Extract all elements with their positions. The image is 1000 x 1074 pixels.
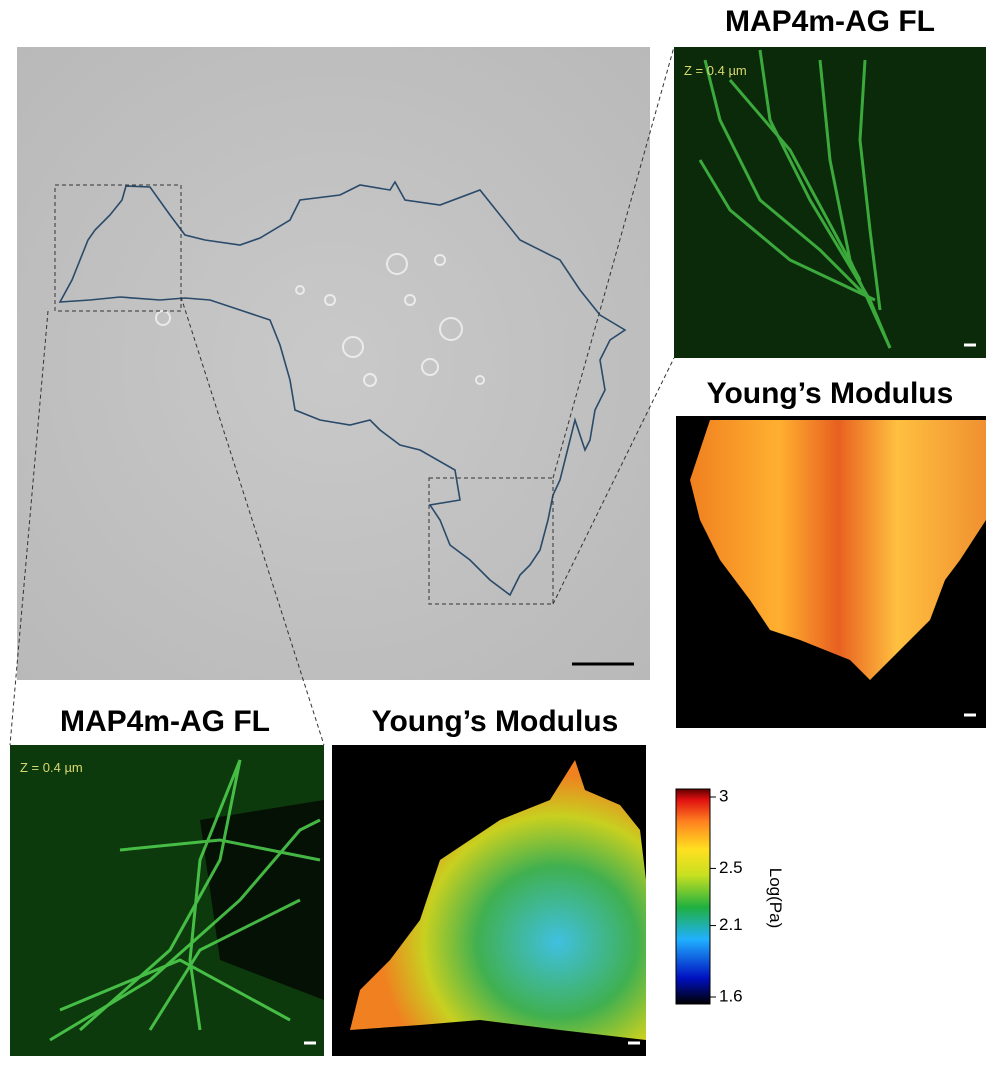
colorbar — [675, 788, 711, 1005]
panel-title: MAP4m-AG FL — [725, 5, 935, 38]
modulus-map — [690, 420, 986, 680]
dark-region — [200, 800, 324, 1000]
fluorescence-image — [674, 47, 986, 358]
vesicles — [155, 253, 485, 387]
microtubules — [49, 759, 321, 1042]
panel-title: Young’s Modulus — [372, 705, 619, 738]
zoom-boxes — [9, 46, 675, 746]
tick-label: 1.6 — [719, 986, 743, 1005]
cell-outline — [58, 180, 627, 597]
z-label: Z = 0.4 µm — [684, 63, 747, 78]
colorbar-ticks: 3 2.5 2.1 1.6 — [710, 786, 743, 1005]
panel-title: Young’s Modulus — [707, 377, 954, 410]
tick-label: 2.5 — [719, 858, 743, 877]
colorbar-label: Log(Pa) — [766, 868, 785, 928]
panel-title: MAP4m-AG FL — [60, 705, 270, 738]
z-label: Z = 0.4 µm — [20, 760, 83, 775]
brightfield-image — [17, 47, 650, 680]
tick-label: 3 — [719, 786, 728, 805]
tick-label: 2.1 — [719, 915, 743, 934]
modulus-map — [350, 760, 646, 1040]
microtubules — [698, 49, 892, 349]
